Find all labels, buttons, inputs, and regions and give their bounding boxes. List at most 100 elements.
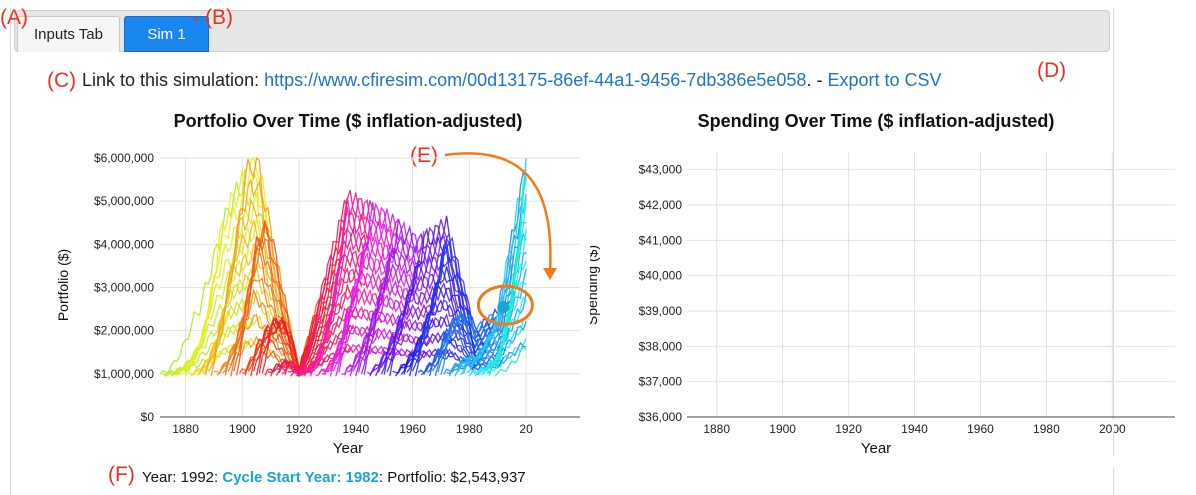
panel-edge: [1112, 456, 1114, 468]
panel-edge: [1112, 420, 1114, 432]
portfolio-series-line: [284, 210, 371, 376]
x-tick-label: 1920: [286, 422, 313, 436]
x-tick-label: 1960: [399, 422, 426, 436]
annotation-a: (A): [0, 6, 28, 29]
y-tick-label: $38,000: [639, 339, 683, 353]
portfolio-series-line: [190, 315, 277, 377]
portfolio-series-line: [187, 337, 275, 376]
readout-cycle-start: Cycle Start Year: 1982: [222, 469, 379, 486]
x-tick-label: 1940: [901, 422, 928, 436]
portfolio-series-line: [466, 158, 527, 374]
portfolio-series-line: [363, 218, 451, 375]
portfolio-chart-title: Portfolio Over Time ($ inflation-adjuste…: [174, 111, 523, 131]
annotation-arrow: [444, 152, 552, 273]
portfolio-series-line: [409, 247, 496, 377]
portfolio-series-line: [352, 280, 439, 372]
portfolio-series-line: [199, 243, 285, 374]
readout-year: Year: 1992:: [142, 469, 223, 486]
portfolio-y-axis-label: Portfolio ($): [55, 249, 71, 321]
portfolio-series-line: [304, 244, 391, 376]
portfolio-x-axis-label: Year: [333, 440, 363, 457]
x-tick-label: 20: [519, 422, 533, 436]
tab-sim-1[interactable]: Sim 1: [124, 16, 209, 52]
annotation-d: (D): [1037, 59, 1067, 82]
x-tick-label: 1900: [229, 422, 256, 436]
portfolio-series-line: [278, 250, 365, 375]
y-tick-label: $41,000: [639, 233, 683, 247]
annotation-f: (F): [108, 463, 135, 486]
portfolio-series-line: [298, 285, 385, 375]
y-tick-label: $37,000: [639, 375, 683, 389]
hover-readout: Year: 1992: Cycle Start Year: 1982: Port…: [142, 469, 526, 486]
portfolio-series-line: [369, 331, 456, 377]
portfolio-series-line: [179, 192, 266, 375]
y-tick-label: $43,000: [639, 163, 683, 177]
portfolio-series-line: [488, 178, 527, 377]
y-tick-label: $4,000,000: [94, 237, 154, 251]
portfolio-series-line: [397, 316, 485, 373]
portfolio-series-line: [491, 169, 527, 372]
y-tick-label: $39,000: [639, 304, 683, 318]
portfolio-series-line: [318, 323, 405, 374]
x-tick-label: 1960: [967, 422, 994, 436]
portfolio-chart[interactable]: $0 $1,000,000 $2,000,000 $3,000,000 $4,000,0…: [0, 100, 600, 460]
highlight-ring: [476, 284, 534, 326]
spending-x-axis-label: Year: [861, 440, 891, 457]
readout-portfolio: : Portfolio: $2,543,937: [378, 469, 526, 486]
portfolio-series-line: [452, 268, 527, 372]
y-tick-label: $3,000,000: [94, 281, 154, 295]
portfolio-series-line: [312, 192, 399, 372]
portfolio-series-line: [273, 283, 360, 376]
spending-chart[interactable]: $36,000 $37,000 $38,000 $39,000 $40,000 $41,0…: [590, 100, 1190, 460]
highlight-point: [497, 301, 510, 314]
portfolio-lines: [159, 156, 527, 378]
spending-chart-title: Spending Over Time ($ inflation-adjusted…: [698, 111, 1055, 131]
portfolio-series-line: [440, 170, 527, 375]
tab-inputs[interactable]: Inputs Tab: [17, 16, 120, 52]
x-tick-label: 1880: [172, 422, 199, 436]
annotation-arrowhead: [543, 268, 557, 280]
annotation-c: (C): [47, 69, 77, 92]
y-tick-label: $1,000,000: [94, 367, 154, 381]
annotation-e: (E): [410, 144, 438, 167]
portfolio-series-line: [377, 281, 464, 373]
simulation-link[interactable]: https://www.cfiresim.com/00d13175-86ef-4…: [264, 70, 807, 90]
portfolio-series-line: [428, 290, 516, 377]
y-tick-label: $6,000,000: [94, 151, 154, 165]
link-separator: . -: [806, 70, 828, 90]
portfolio-series-line: [235, 220, 322, 376]
y-tick-label: $0: [141, 410, 155, 424]
y-tick-label: $5,000,000: [94, 194, 154, 208]
x-tick-label: 1980: [1033, 422, 1060, 436]
portfolio-series-line: [394, 330, 482, 377]
portfolio-series-line: [389, 215, 476, 377]
x-tick-label: 1940: [342, 422, 369, 436]
portfolio-series-line: [210, 156, 297, 377]
portfolio-series-line: [204, 197, 292, 376]
portfolio-series-line: [494, 346, 527, 377]
portfolio-series-line: [329, 251, 416, 377]
annotation-b: (B): [205, 6, 233, 29]
portfolio-series-line: [357, 247, 445, 373]
y-tick-label: $36,000: [639, 410, 683, 424]
x-tick-label: 1880: [703, 422, 730, 436]
y-tick-label: $42,000: [639, 198, 683, 212]
portfolio-series-line: [275, 266, 363, 377]
spending-y-axis-label: Spending ($): [590, 245, 600, 325]
portfolio-series-line: [244, 329, 331, 376]
portfolio-series-line: [423, 327, 510, 375]
y-tick-label: $2,000,000: [94, 324, 154, 338]
portfolio-series-line: [184, 156, 272, 376]
link-label: Link to this simulation:: [82, 70, 265, 90]
portfolio-series-line: [332, 235, 419, 372]
portfolio-series-line: [174, 248, 260, 375]
x-tick-label: 1980: [456, 422, 483, 436]
x-tick-label: 1900: [769, 422, 796, 436]
close-icon[interactable]: ×: [192, 14, 199, 26]
export-csv-link[interactable]: Export to CSV: [827, 70, 942, 90]
portfolio-series-line: [383, 252, 470, 375]
portfolio-series-line: [446, 321, 527, 375]
simulation-panel: [10, 8, 1114, 495]
portfolio-series-line: [193, 289, 280, 374]
simulation-link-row: Link to this simulation: https://www.cfi…: [82, 70, 942, 91]
